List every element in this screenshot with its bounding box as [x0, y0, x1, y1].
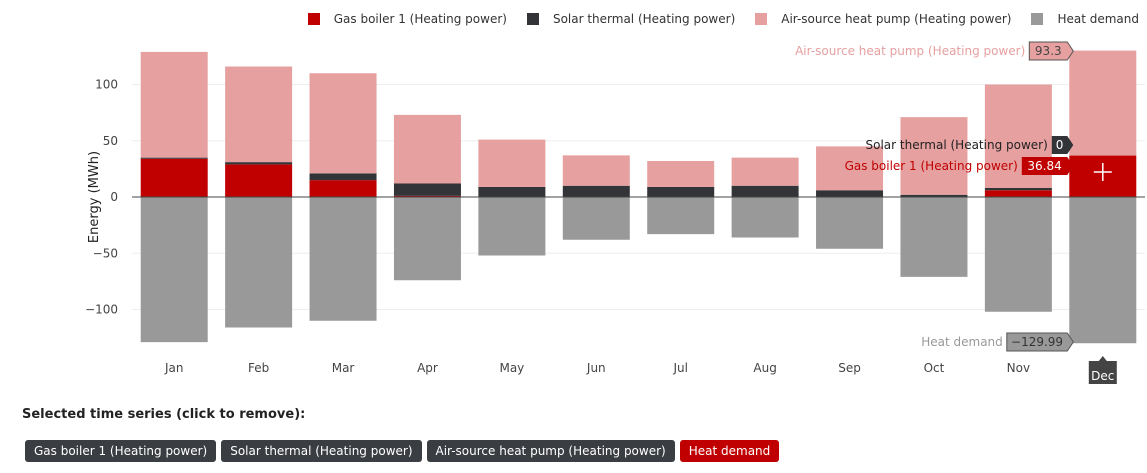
bar-segment: [393, 183, 461, 196]
bar-segment: [309, 73, 377, 174]
y-axis-label: Energy (MWh): [87, 151, 102, 243]
hover-label: Solar thermal (Heating power): [865, 138, 1047, 152]
legend-item-heat-pump[interactable]: Air-source heat pump (Heating power): [755, 12, 1011, 26]
chip-heat-demand[interactable]: Heat demand: [679, 440, 780, 462]
bar-segment: [1069, 50, 1137, 156]
bar-segment: [393, 195, 461, 197]
bar-segment: [140, 158, 208, 197]
bar-segment: [478, 186, 546, 197]
bar-segment: [478, 197, 546, 256]
x-tick-label: Jan: [164, 361, 184, 375]
legend-item-heat-demand[interactable]: Heat demand: [1031, 12, 1139, 26]
bar-segment: [731, 197, 799, 238]
hover-value: 93.3: [1035, 44, 1062, 58]
selected-series-chips: Gas boiler 1 (Heating power) Solar therm…: [25, 440, 780, 462]
bar-segment: [647, 197, 715, 235]
legend-swatch: [307, 13, 320, 25]
bar-segment: [140, 197, 208, 343]
bar-segment: [393, 114, 461, 184]
bar-segment: [225, 197, 293, 328]
bar-segment: [478, 139, 546, 187]
bar-segment: [309, 197, 377, 321]
x-hover-tag: [1088, 356, 1117, 384]
bar-segment: [140, 51, 208, 158]
legend-swatch: [1031, 13, 1044, 25]
bar-segment: [816, 146, 884, 191]
x-tick-label: Mar: [332, 361, 355, 375]
hover-label: Air-source heat pump (Heating power): [795, 44, 1025, 58]
y-tick-label: 100: [95, 78, 118, 92]
bar-segment: [562, 197, 630, 240]
bar-segment: [309, 180, 377, 197]
legend-swatch: [526, 13, 539, 25]
legend-swatch: [755, 13, 768, 25]
chart-legend: Gas boiler 1 (Heating power) Solar therm…: [307, 12, 1139, 26]
bar-segment: [225, 164, 293, 197]
x-tick-label: Apr: [417, 361, 438, 375]
x-tick-label: Aug: [753, 361, 776, 375]
bar-segment: [562, 155, 630, 186]
legend-label: Gas boiler 1 (Heating power): [333, 12, 507, 26]
x-tick-label: May: [499, 361, 524, 375]
bar-segment: [816, 197, 884, 249]
legend-label: Solar thermal (Heating power): [552, 12, 736, 26]
bar-segment: [562, 185, 630, 197]
hover-label: Gas boiler 1 (Heating power): [845, 159, 1018, 173]
hover-value-box: [1021, 157, 1074, 175]
bar-segment: [900, 117, 968, 195]
bar-segment: [647, 186, 715, 197]
bar-segment: [984, 190, 1052, 197]
legend-item-solar-thermal[interactable]: Solar thermal (Heating power): [526, 12, 736, 26]
selected-series-title: Selected time series (click to remove):: [22, 407, 306, 422]
y-tick-label: 0: [110, 190, 118, 204]
y-tick-label: −50: [93, 246, 118, 260]
hover-value-box: [1051, 136, 1074, 154]
bar-segment: [225, 162, 293, 165]
x-tick-label: Jul: [672, 361, 687, 375]
bar-segment: [309, 173, 377, 181]
bar-segment: [984, 197, 1052, 312]
x-tick-label: Oct: [924, 361, 945, 375]
chip-gas-boiler[interactable]: Gas boiler 1 (Heating power): [25, 440, 217, 462]
legend-label: Heat demand: [1057, 12, 1139, 26]
bar-segment: [900, 194, 968, 197]
hover-value-box: [1006, 332, 1074, 352]
chip-solar-thermal[interactable]: Solar thermal (Heating power): [221, 440, 422, 462]
y-tick-label: −100: [85, 303, 118, 317]
bar-segment: [1069, 197, 1137, 344]
hover-value: 36.84: [1027, 159, 1061, 173]
x-tick-label: Sep: [838, 361, 861, 375]
bar-segment: [393, 197, 461, 281]
hover-value: 0: [1056, 138, 1064, 152]
legend-label: Air-source heat pump (Heating power): [781, 12, 1012, 26]
bar-segment: [647, 161, 715, 187]
bar-segment: [140, 157, 208, 159]
y-tick-label: 50: [103, 134, 118, 148]
x-tick-label: Dec: [1091, 369, 1114, 383]
bar-segment: [816, 190, 884, 197]
legend-item-gas-boiler[interactable]: Gas boiler 1 (Heating power): [307, 12, 507, 26]
bar-segment: [731, 157, 799, 186]
bar-segment: [984, 188, 1052, 191]
x-tick-label: Jun: [586, 361, 606, 375]
bar-segment: [731, 185, 799, 197]
bar-segment: [225, 66, 293, 163]
hover-label: Heat demand: [921, 335, 1003, 349]
x-tick-label: Feb: [248, 361, 269, 375]
hover-value-box: [1028, 41, 1074, 61]
chip-heat-pump[interactable]: Air-source heat pump (Heating power): [426, 440, 675, 462]
x-tick-label: Nov: [1007, 361, 1030, 375]
bar-chart[interactable]: 100 50 0 −50 −100 Energy (MWh) Jan Feb Mar Apr May…: [0, 0, 1147, 400]
bar-segment: [900, 197, 968, 277]
hover-value: −129.99: [1011, 335, 1063, 349]
